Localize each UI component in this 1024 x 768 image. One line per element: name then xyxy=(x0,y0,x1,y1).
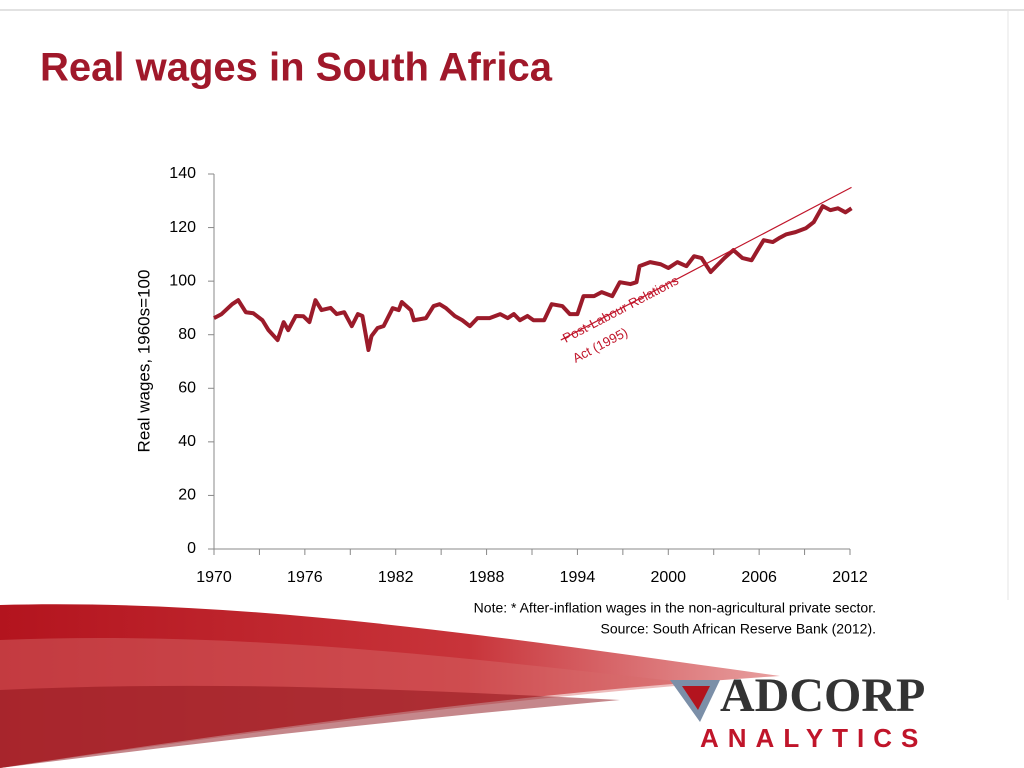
y-tick-label: 120 xyxy=(169,219,196,236)
x-tick-label: 1994 xyxy=(560,569,596,586)
y-tick-label: 80 xyxy=(178,326,196,343)
y-tick-label: 100 xyxy=(169,272,196,289)
x-tick-label: 1988 xyxy=(469,569,505,586)
logo-name: ADCORP xyxy=(720,669,925,722)
y-axis-label: Real wages, 1960s=100 xyxy=(134,270,153,453)
wage-line xyxy=(213,204,853,352)
x-tick-label: 2006 xyxy=(741,569,777,586)
slide-title: Real wages in South Africa xyxy=(40,46,553,90)
y-tick-label: 20 xyxy=(178,487,196,504)
y-tick-label: 40 xyxy=(178,433,196,450)
x-tick-label: 1970 xyxy=(196,569,232,586)
logo: ADCORP ANALYTICS xyxy=(670,669,927,753)
wave-dark xyxy=(0,685,620,768)
note: Source: South African Reserve Bank (2012… xyxy=(601,621,876,637)
logo-mark-inner xyxy=(682,686,710,710)
x-tick-label: 1982 xyxy=(378,569,414,586)
y-tick-label: 0 xyxy=(187,540,196,557)
y-tick-label: 140 xyxy=(169,165,196,182)
x-tick-label: 1976 xyxy=(287,569,323,586)
note: Note: * After-inflation wages in the non… xyxy=(474,600,876,616)
x-tick-label: 2000 xyxy=(650,569,686,586)
logo-tagline: ANALYTICS xyxy=(700,723,927,753)
trend-line xyxy=(560,186,852,341)
x-tick-label: 2012 xyxy=(832,569,868,586)
y-tick-label: 60 xyxy=(178,380,196,397)
